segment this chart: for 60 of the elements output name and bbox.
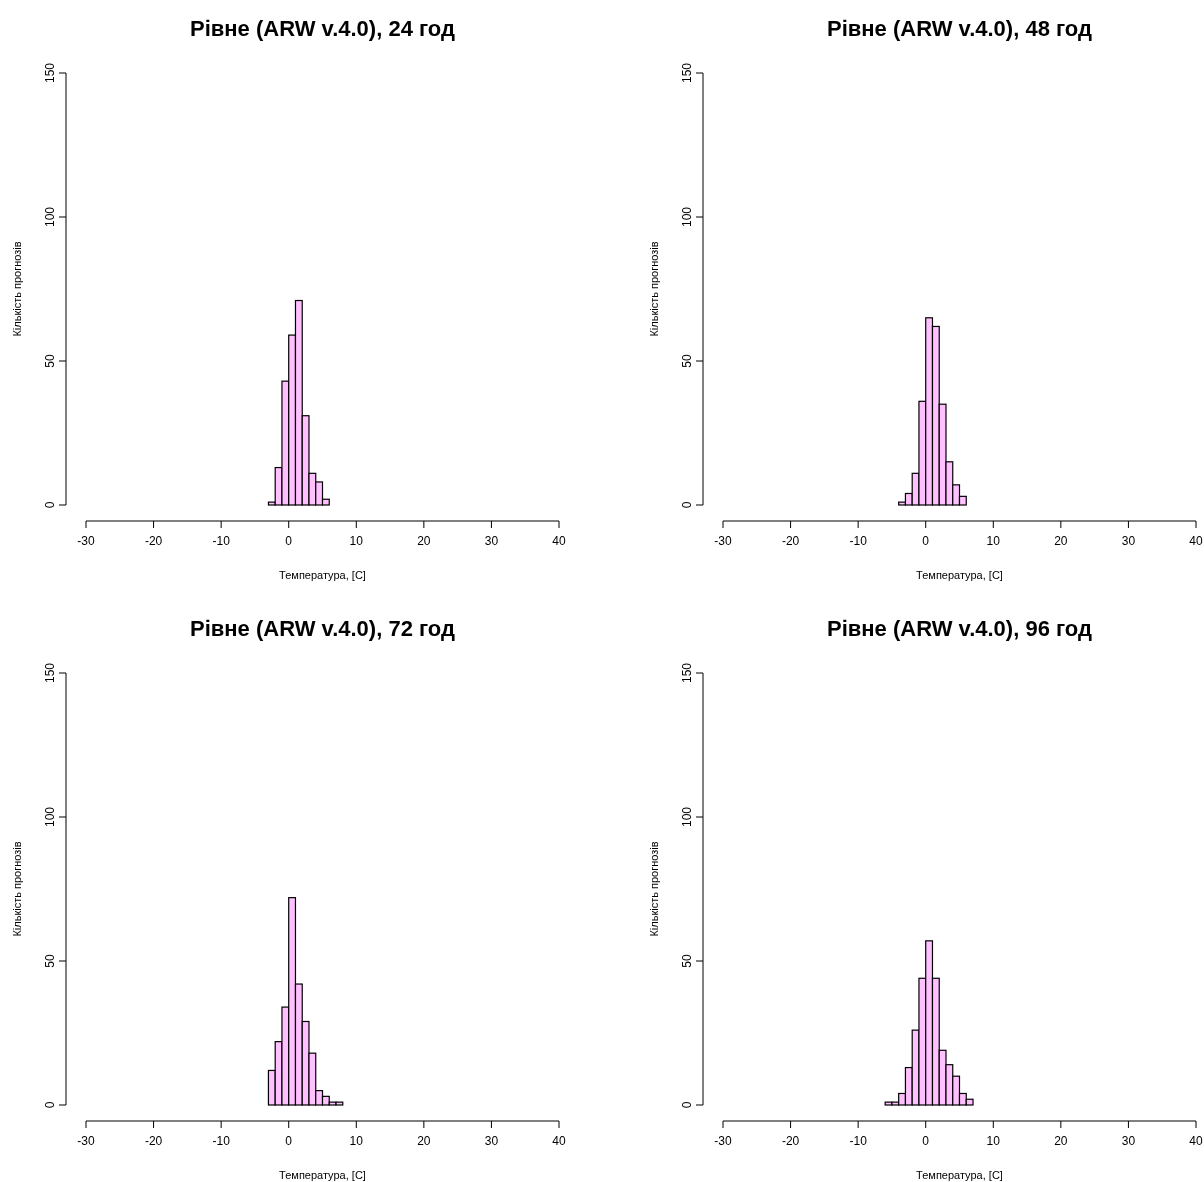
x-tick-label: 40 [552, 1134, 566, 1148]
y-tick-label: 50 [680, 354, 694, 368]
x-tick-label: 20 [417, 1134, 431, 1148]
y-tick-label: 150 [680, 62, 694, 84]
chart-title: Рівне (ARW v.4.0), 72 год [190, 616, 455, 641]
chart-title: Рівне (ARW v.4.0), 24 год [190, 16, 455, 41]
x-tick-label: 0 [285, 534, 293, 548]
y-tick-label: 0 [680, 501, 694, 509]
x-tick-label: 10 [986, 1134, 1001, 1148]
x-tick-label: 40 [1189, 534, 1203, 548]
chart-title: Рівне (ARW v.4.0), 48 год [827, 16, 1092, 41]
y-tick-label: 0 [680, 1101, 694, 1109]
x-tick-label: -10 [212, 534, 231, 548]
x-axis-title: Температура, [C] [279, 569, 366, 581]
x-tick-label: -30 [714, 534, 732, 548]
y-axis-title: Кількість прогнозів [11, 841, 23, 937]
y-tick-label: 150 [43, 662, 57, 684]
x-tick-label: -20 [144, 1134, 163, 1148]
x-tick-label: 10 [349, 534, 364, 548]
x-tick-label: 20 [1054, 534, 1068, 548]
y-tick-label: 150 [43, 62, 57, 84]
x-tick-label: -30 [714, 1134, 732, 1148]
x-tick-label: -30 [77, 1134, 95, 1148]
x-tick-label: -10 [849, 534, 868, 548]
y-tick-label: 0 [43, 1101, 57, 1109]
y-axis-title: Кількість прогнозів [648, 241, 660, 337]
y-tick-label: 100 [680, 806, 694, 828]
x-axis-title: Температура, [C] [916, 1169, 1003, 1181]
x-tick-label: 0 [285, 1134, 293, 1148]
x-tick-label: 20 [1054, 1134, 1068, 1148]
x-tick-label: -20 [781, 534, 800, 548]
x-tick-label: 20 [417, 534, 431, 548]
x-axis-title: Температура, [C] [916, 569, 1003, 581]
y-tick-label: 50 [43, 354, 57, 368]
x-tick-label: -20 [781, 1134, 800, 1148]
chart-title: Рівне (ARW v.4.0), 96 год [827, 616, 1092, 641]
x-tick-label: 30 [1121, 1134, 1136, 1148]
y-axis-title: Кількість прогнозів [11, 241, 23, 337]
y-tick-label: 50 [680, 954, 694, 968]
x-tick-label: -20 [144, 534, 163, 548]
x-tick-label: 30 [1121, 534, 1136, 548]
x-tick-label: -10 [212, 1134, 231, 1148]
x-tick-label: 40 [552, 534, 566, 548]
x-tick-label: 0 [922, 1134, 930, 1148]
x-tick-label: 10 [349, 1134, 364, 1148]
y-tick-label: 100 [43, 806, 57, 828]
y-axis-title: Кількість прогнозів [648, 841, 660, 937]
y-tick-label: 50 [43, 954, 57, 968]
x-tick-label: 10 [986, 534, 1001, 548]
y-tick-label: 100 [680, 206, 694, 228]
x-tick-label: 40 [1189, 1134, 1203, 1148]
y-tick-label: 0 [43, 501, 57, 509]
y-tick-label: 100 [43, 206, 57, 228]
x-tick-label: 30 [484, 1134, 499, 1148]
y-tick-label: 150 [680, 662, 694, 684]
x-tick-label: -30 [77, 534, 95, 548]
x-tick-label: 0 [922, 534, 930, 548]
x-axis-title: Температура, [C] [279, 1169, 366, 1181]
x-tick-label: -10 [849, 1134, 868, 1148]
x-tick-label: 30 [484, 534, 499, 548]
